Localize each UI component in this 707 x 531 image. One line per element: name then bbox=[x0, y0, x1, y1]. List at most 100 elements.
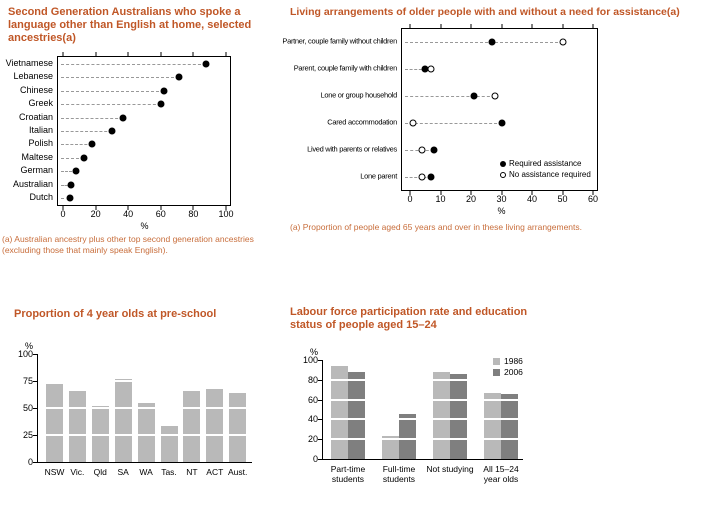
y-tick-label: 100 bbox=[17, 349, 33, 359]
grid-line bbox=[323, 418, 523, 421]
y-tick-label: 20 bbox=[307, 434, 318, 445]
y-tick-label: 0 bbox=[312, 454, 318, 464]
axis-tick bbox=[440, 191, 441, 195]
dashed-guide-line bbox=[405, 42, 563, 44]
grid-line bbox=[38, 434, 252, 436]
axis-tick bbox=[531, 24, 533, 28]
axis-tick bbox=[440, 24, 441, 28]
x-tick-label: Full-time students bbox=[382, 464, 416, 484]
plot-area: 0 20 40 60 80 100% bbox=[57, 52, 234, 231]
bar bbox=[46, 384, 63, 462]
x-tick-label: Not studying bbox=[426, 464, 474, 474]
y-tick-label: 50 bbox=[22, 403, 33, 413]
y-tick-label: 60 bbox=[307, 394, 318, 405]
category-label: Lone or group household bbox=[320, 90, 397, 100]
x-tick-label: Aust. bbox=[228, 467, 248, 477]
category-label: Lebanese bbox=[13, 71, 53, 82]
axis-tick bbox=[318, 399, 322, 401]
x-tick-label: ACT bbox=[206, 467, 224, 477]
axis-tick bbox=[33, 462, 37, 463]
x-tick-label: Vic. bbox=[70, 467, 85, 477]
axis-tick bbox=[225, 206, 227, 210]
dot-marker-filled bbox=[72, 167, 80, 175]
dashed-guide-line bbox=[61, 198, 70, 200]
dot-marker-filled bbox=[488, 38, 496, 46]
plot-area: Part-time students Full-time students Not st… bbox=[318, 356, 523, 484]
axis-tick bbox=[562, 24, 563, 28]
dashed-guide-line bbox=[405, 122, 502, 124]
dashed-guide-line bbox=[61, 184, 72, 186]
x-tick-label: 20 bbox=[90, 209, 101, 219]
axis-tick bbox=[225, 52, 227, 56]
dot-marker-filled bbox=[66, 194, 74, 202]
x-tick-label: 50 bbox=[557, 194, 568, 204]
x-tick-label: 60 bbox=[587, 194, 599, 204]
legend-marker-open-icon bbox=[500, 171, 506, 178]
x-tick-label: 20 bbox=[465, 194, 477, 204]
dot-marker-filled bbox=[421, 65, 429, 73]
chart-title: Labour force participation rate and educ… bbox=[290, 306, 528, 331]
bar bbox=[114, 378, 132, 462]
y-tick-label: 100 bbox=[302, 355, 318, 365]
dashed-guide-line bbox=[405, 96, 496, 98]
chart-title: Proportion of 4 year olds at pre-school bbox=[14, 308, 217, 320]
y-axis-label: % bbox=[24, 341, 33, 351]
dashed-guide-line bbox=[61, 117, 124, 119]
dot-marker-open bbox=[559, 38, 566, 46]
axis-tick bbox=[127, 206, 129, 210]
x-tick-label: 80 bbox=[188, 209, 199, 219]
legend-label: Required assistance bbox=[509, 159, 582, 168]
axis-tick bbox=[318, 439, 322, 441]
bar bbox=[484, 392, 501, 459]
category-label: Parent, couple family with children bbox=[293, 63, 398, 73]
axis-tick bbox=[95, 52, 97, 56]
chart-title: Living arrangements of older people with… bbox=[290, 6, 680, 18]
dashed-guide-line bbox=[61, 131, 112, 132]
axis-tick bbox=[531, 191, 533, 195]
axis-tick bbox=[592, 24, 594, 28]
grid-line bbox=[323, 378, 523, 381]
axis-tick bbox=[33, 381, 37, 382]
bar bbox=[331, 365, 348, 459]
x-tick-label: Tas. bbox=[161, 467, 177, 477]
axis-tick bbox=[33, 435, 37, 436]
x-axis-label: % bbox=[497, 206, 506, 216]
x-tick-label: 10 bbox=[435, 194, 446, 204]
bar bbox=[348, 371, 365, 459]
x-tick-label: 100 bbox=[218, 209, 234, 219]
x-tick-label: 60 bbox=[155, 209, 166, 219]
bar bbox=[91, 405, 109, 462]
x-tick-label: Part-time students bbox=[330, 464, 366, 484]
category-axis: Vietnamese Lebanese Chinese Greek Croatian It… bbox=[6, 56, 57, 206]
category-label: Polish bbox=[28, 138, 53, 149]
x-tick-label: WA bbox=[139, 467, 153, 477]
x-tick-label: SA bbox=[117, 467, 129, 477]
legend-swatch-icon bbox=[493, 369, 500, 376]
grid-line bbox=[38, 407, 252, 409]
chart-section-labour: Labour force participation rate and educ… bbox=[290, 302, 610, 484]
dot-marker-filled bbox=[108, 127, 116, 135]
axis-tick bbox=[318, 459, 322, 460]
dot-marker-filled bbox=[67, 181, 75, 189]
x-tick-label: 40 bbox=[123, 209, 134, 219]
dot-marker-open bbox=[427, 65, 435, 73]
category-label: Partner, couple family without children bbox=[282, 36, 397, 46]
grid-line bbox=[38, 380, 252, 382]
dot-marker-filled bbox=[498, 119, 505, 127]
dashed-guide-line bbox=[405, 69, 432, 71]
x-tick-label: NSW bbox=[44, 467, 65, 477]
dot-marker-filled bbox=[160, 87, 168, 95]
category-label: Italian bbox=[28, 125, 53, 135]
dashed-guide-line bbox=[405, 176, 432, 178]
bar bbox=[501, 393, 518, 459]
axis-tick bbox=[501, 24, 502, 28]
x-tick-label: 30 bbox=[496, 194, 507, 204]
axis-tick bbox=[62, 206, 64, 210]
axis-tick bbox=[160, 206, 162, 210]
dot-marker-filled bbox=[427, 173, 435, 181]
bar bbox=[160, 426, 178, 462]
category-label: German bbox=[20, 165, 53, 176]
y-tick-label: 80 bbox=[307, 374, 318, 385]
dot-marker-filled bbox=[470, 92, 478, 100]
axis-tick bbox=[33, 354, 37, 355]
